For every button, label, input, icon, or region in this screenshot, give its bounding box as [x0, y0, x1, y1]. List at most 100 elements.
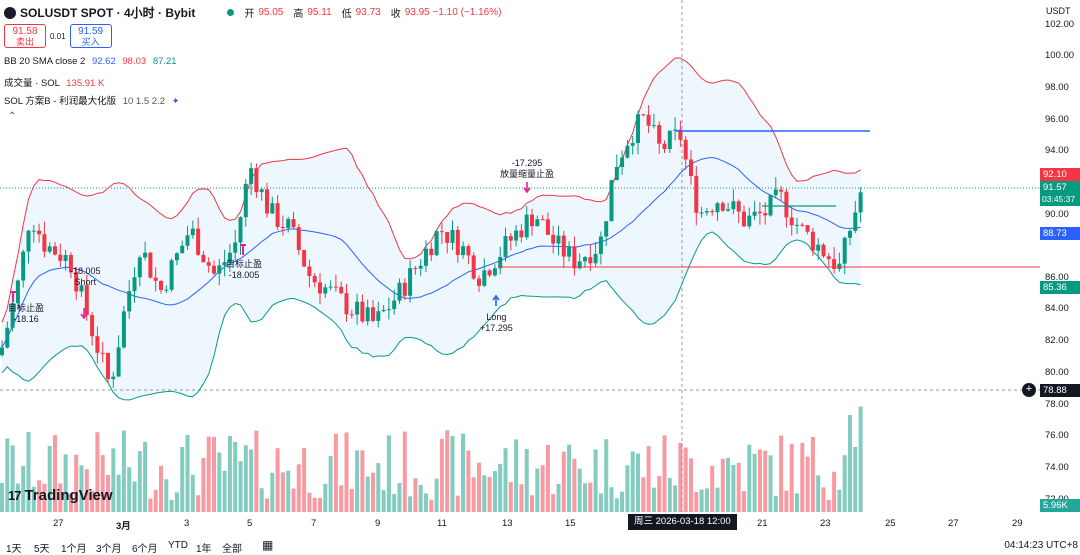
candle-body — [826, 256, 831, 260]
volume-bar — [339, 485, 344, 512]
price-tick: 102.00 — [1045, 19, 1075, 30]
time-tick: 27 — [948, 518, 959, 529]
candle-body — [371, 307, 375, 321]
volume-bar — [826, 499, 831, 512]
volume-bar — [641, 477, 646, 512]
candle-body — [307, 266, 312, 276]
volume-legend[interactable]: 成交量 · SOL 135.91 K — [4, 75, 104, 89]
currency-label[interactable]: USDT — [1046, 6, 1071, 16]
volume-bar — [657, 476, 662, 512]
strategy-name: SOL 方案B - 利润最大化版 — [4, 96, 117, 107]
candle-body — [116, 347, 121, 377]
volume-bar — [132, 481, 137, 512]
time-tick: 7 — [311, 518, 317, 529]
range-all[interactable]: 全部 — [222, 544, 242, 555]
volume-bar — [609, 487, 614, 512]
volume-bar — [53, 435, 57, 512]
buy-button[interactable]: 91.59 买入 — [69, 24, 112, 48]
volume-bar — [821, 487, 826, 512]
sparkle-icon[interactable]: ✦ — [171, 96, 180, 107]
candle-body — [657, 125, 662, 144]
volume-bar — [424, 493, 428, 512]
candle-body — [673, 129, 678, 131]
volume-bar — [853, 446, 858, 512]
candle-body — [376, 311, 381, 321]
candle-body — [418, 265, 423, 269]
collapse-legend-icon[interactable]: ⌃ — [8, 111, 17, 122]
tradingview-logo[interactable]: 17 TradingView — [8, 487, 113, 504]
time-tick: 29 — [1012, 518, 1023, 529]
time-tick: 21 — [757, 518, 768, 529]
candle-body — [561, 235, 566, 257]
bb-name: BB 20 SMA close 2 — [4, 56, 86, 67]
volume-bar — [63, 454, 68, 512]
candle-body — [111, 376, 116, 380]
spread-value: 0.01 — [50, 31, 66, 41]
volume-bar — [556, 483, 561, 512]
strategy-legend[interactable]: SOL 方案B - 利润最大化版 10 1.5 2.2 ✦ — [4, 93, 180, 107]
volume-bar — [466, 450, 471, 512]
candle-body — [651, 125, 656, 127]
volume-bar — [789, 443, 794, 512]
candle-body — [641, 114, 646, 116]
date-range-calendar-icon[interactable]: ▦ — [262, 538, 274, 552]
volume-bar — [434, 478, 439, 512]
volume-bar — [259, 488, 264, 512]
candlestick-chart[interactable] — [0, 0, 1040, 512]
candle-body — [487, 270, 492, 276]
candle-body — [31, 230, 36, 232]
range-5d[interactable]: 5天 — [34, 544, 50, 555]
volume-bar — [349, 488, 354, 512]
candle-body — [270, 203, 275, 214]
long-marker — [492, 294, 500, 306]
candle-body — [789, 217, 794, 226]
volume-bar — [519, 484, 524, 512]
volume-bar — [328, 456, 333, 512]
candle-body — [667, 130, 672, 150]
volume-bar — [286, 470, 291, 512]
volume-bar — [397, 482, 402, 512]
range-1m[interactable]: 1个月 — [61, 544, 87, 555]
volume-bar — [773, 495, 778, 512]
volume-bar — [445, 430, 450, 512]
range-6m[interactable]: 6个月 — [132, 544, 158, 555]
trade-buttons: 91.58 卖出 0.01 91.59 买入 — [4, 24, 112, 48]
clock-timezone[interactable]: 04:14:23 UTC+8 — [1004, 540, 1078, 551]
candle-body — [577, 261, 582, 269]
candle-body — [355, 301, 360, 315]
volume-bar — [5, 438, 10, 512]
volume-bar — [265, 498, 269, 512]
candle-body — [556, 235, 561, 244]
price-axis[interactable]: USDT 102.00 100.00 98.00 96.00 94.00 90.… — [1040, 0, 1080, 554]
volume-bar — [694, 491, 699, 512]
range-1d[interactable]: 1天 — [6, 544, 22, 555]
candle-body — [63, 255, 68, 261]
add-alert-button[interactable]: + — [1022, 383, 1036, 397]
volume-bar — [137, 451, 142, 512]
range-1y[interactable]: 1年 — [196, 544, 212, 555]
candle-body — [84, 285, 89, 316]
range-3m[interactable]: 3个月 — [96, 544, 122, 555]
volume-bar — [742, 491, 746, 512]
price-tick: 82.00 — [1045, 335, 1069, 346]
symbol-title[interactable]: SOLUSDT SPOT · 4小时 · Bybit — [20, 6, 196, 20]
bb-legend[interactable]: BB 20 SMA close 2 92.62 98.03 87.21 — [4, 56, 177, 67]
time-axis[interactable]: 27 3月 3 5 7 9 11 13 15 21 23 25 27 29 — [0, 512, 1040, 532]
candle-body — [127, 291, 132, 312]
range-bar: 1天 5天 1个月 3个月 6个月 YTD 1年 全部 ▦ 04:14:23 U… — [0, 537, 1080, 555]
candle-body — [726, 209, 731, 211]
close-value: 93.95 −1.10 (−1.16%) — [404, 7, 502, 18]
candle-body — [715, 203, 720, 213]
range-ytd[interactable]: YTD — [168, 540, 188, 551]
sell-button[interactable]: 91.58 卖出 — [4, 24, 46, 48]
chart-area[interactable] — [0, 0, 1040, 512]
candle-body — [275, 203, 280, 227]
volume-bar — [127, 467, 132, 512]
candle-body — [604, 221, 609, 237]
last-price-tag: 91.57 — [1040, 181, 1080, 194]
volume-bar — [418, 484, 423, 512]
candle-body — [302, 250, 307, 267]
time-tick: 3月 — [116, 521, 131, 532]
basis-tag: 88.73 — [1040, 227, 1080, 240]
candle-body — [508, 236, 513, 241]
